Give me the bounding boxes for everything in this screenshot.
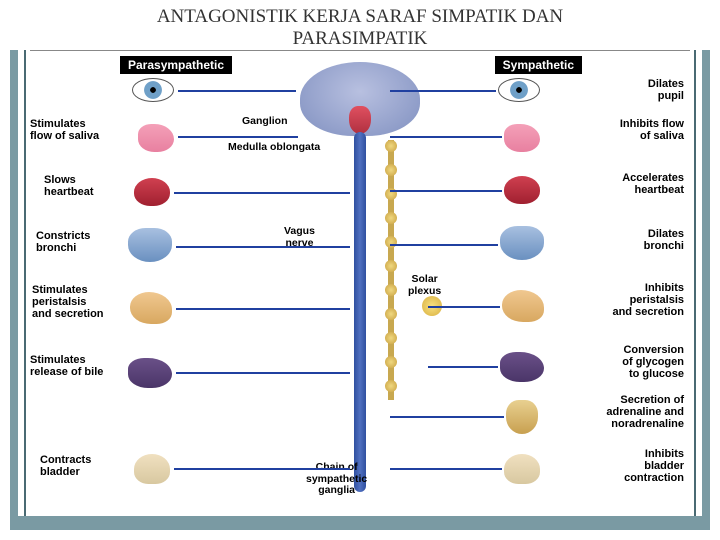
lung-left-icon bbox=[128, 228, 172, 262]
nerve-line bbox=[178, 136, 298, 138]
label-ganglion: Ganglion bbox=[242, 116, 288, 128]
label-left-gut: Stimulates peristalsis and secretion bbox=[32, 284, 104, 320]
label-right-bronchi: Dilates bronchi bbox=[644, 228, 684, 252]
bladder-left-icon bbox=[134, 454, 170, 484]
liver-left-icon bbox=[128, 358, 172, 388]
label-right-gut: Inhibits peristalsis and secretion bbox=[612, 282, 684, 318]
liver-right-icon bbox=[500, 352, 544, 382]
label-left-saliva: Stimulates flow of saliva bbox=[30, 118, 99, 142]
label-solar: Solar plexus bbox=[408, 274, 441, 297]
label-right-glucose: Conversion of glycogen to glucose bbox=[622, 344, 684, 380]
title-divider bbox=[30, 50, 690, 51]
label-right-saliva: Inhibits flow of saliva bbox=[620, 118, 684, 142]
nerve-line bbox=[176, 246, 350, 248]
salivary-left-icon bbox=[138, 124, 174, 152]
nerve-line bbox=[390, 416, 504, 418]
nerve-line bbox=[174, 468, 350, 470]
slide-title: ANTAGONISTIK KERJA SARAF SIMPATIK DAN PA… bbox=[0, 6, 720, 50]
label-right-adrenaline: Secretion of adrenaline and noradrenalin… bbox=[606, 394, 684, 430]
ganglion-dot bbox=[385, 260, 397, 272]
nerve-line bbox=[176, 372, 350, 374]
medulla-icon bbox=[349, 106, 371, 134]
nerve-line bbox=[178, 90, 296, 92]
label-right-pupil: Dilates pupil bbox=[648, 78, 684, 102]
eye-right-icon bbox=[498, 78, 540, 102]
ganglion-dot bbox=[385, 284, 397, 296]
header-parasympathetic: Parasympathetic bbox=[120, 56, 232, 74]
label-left-bladder: Contracts bladder bbox=[40, 454, 91, 478]
heart-right-icon bbox=[504, 176, 540, 204]
label-right-heart: Accelerates heartbeat bbox=[622, 172, 684, 196]
lung-right-icon bbox=[500, 226, 544, 260]
adrenal-right-icon bbox=[506, 400, 538, 434]
nerve-line bbox=[390, 90, 496, 92]
header-sympathetic: Sympathetic bbox=[495, 56, 582, 74]
sympathetic-chain-icon bbox=[388, 140, 394, 400]
ganglion-dot bbox=[385, 308, 397, 320]
ganglion-dot bbox=[385, 356, 397, 368]
title-line1: ANTAGONISTIK KERJA SARAF SIMPATIK DAN bbox=[157, 6, 563, 27]
label-left-heart: Slows heartbeat bbox=[44, 174, 94, 198]
ganglion-dot bbox=[385, 380, 397, 392]
ganglion-dot bbox=[385, 332, 397, 344]
stomach-left-icon bbox=[130, 292, 172, 324]
stomach-right-icon bbox=[502, 290, 544, 322]
autonomic-diagram: Parasympathetic Sympathetic Ganglion Med… bbox=[30, 56, 690, 514]
ganglion-dot bbox=[385, 236, 397, 248]
ganglion-dot bbox=[385, 140, 397, 152]
nerve-line bbox=[174, 192, 350, 194]
bladder-right-icon bbox=[504, 454, 540, 484]
nerve-line bbox=[176, 308, 350, 310]
ganglion-dot bbox=[385, 212, 397, 224]
heart-left-icon bbox=[134, 178, 170, 206]
nerve-line bbox=[428, 306, 500, 308]
title-line2: PARASIMPATIK bbox=[293, 28, 428, 49]
nerve-line bbox=[428, 366, 498, 368]
label-left-bile: Stimulates release of bile bbox=[30, 354, 103, 378]
nerve-line bbox=[390, 136, 502, 138]
salivary-right-icon bbox=[504, 124, 540, 152]
nerve-line bbox=[390, 244, 498, 246]
spinal-cord-icon bbox=[354, 132, 366, 492]
ganglion-dot bbox=[385, 164, 397, 176]
label-medulla: Medulla oblongata bbox=[228, 142, 320, 154]
label-left-bronchi: Constricts bronchi bbox=[36, 230, 90, 254]
nerve-line bbox=[390, 190, 502, 192]
eye-left-icon bbox=[132, 78, 174, 102]
label-right-bladder: Inhibits bladder contraction bbox=[624, 448, 684, 484]
nerve-line bbox=[390, 468, 502, 470]
